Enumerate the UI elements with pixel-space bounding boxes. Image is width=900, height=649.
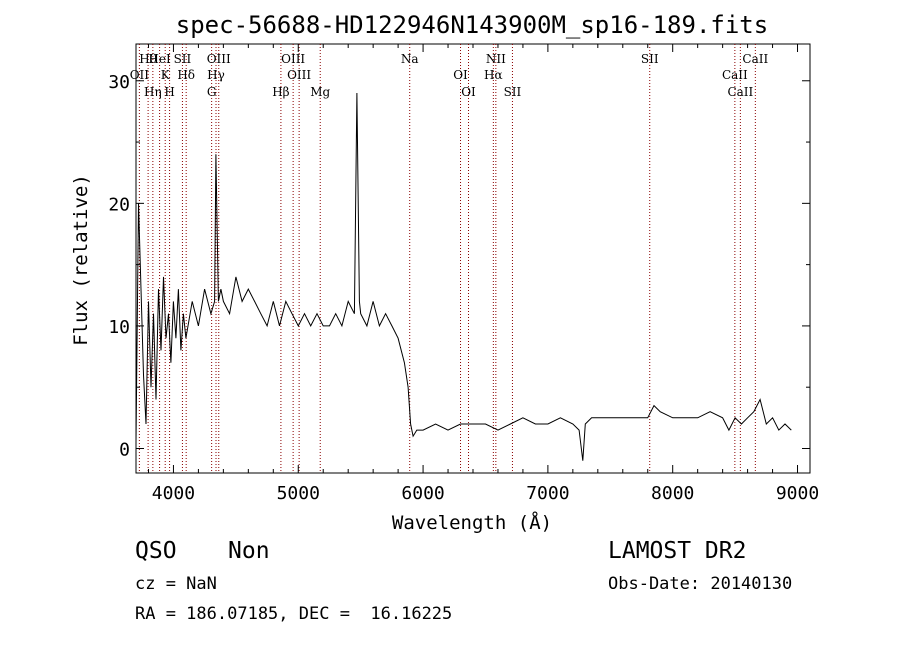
line-label-19: Hα: [484, 68, 503, 82]
line-label-18: NII: [486, 52, 506, 66]
chart-title: spec-56688-HD122946N143900M_sp16-189.fit…: [176, 11, 768, 39]
line-label-2: Hη: [144, 85, 162, 99]
x-tick-label-8000: 8000: [651, 483, 694, 504]
line-label-0: Hθ: [139, 52, 157, 66]
line-label-21: SII: [641, 52, 659, 66]
y-tick-label-20: 20: [108, 194, 130, 215]
line-label-12: OIII: [281, 52, 305, 66]
object-class: QSO: [135, 538, 177, 564]
plot-frame: [135, 43, 811, 474]
y-tick-label-0: 0: [119, 439, 130, 460]
line-label-5: H: [164, 85, 174, 99]
line-label-6: SII: [174, 52, 192, 66]
line-label-7: Hδ: [177, 68, 195, 82]
line-label-11: Hβ: [272, 85, 289, 99]
redshift-cz: cz = NaN: [135, 574, 217, 594]
x-axis-label: Wavelength (Å): [392, 511, 552, 534]
line-label-13: OIII: [287, 68, 311, 82]
line-label-8: G: [207, 85, 217, 99]
x-tick-label-9000: 9000: [776, 483, 819, 504]
y-axis-label: Flux (relative): [70, 174, 92, 346]
line-label-24: CaII: [742, 52, 768, 66]
x-tick-label-4000: 4000: [152, 483, 195, 504]
line-label-10: Hγ: [207, 68, 225, 82]
observation-date: Obs-Date: 20140130: [608, 574, 793, 594]
line-label-15: Na: [401, 52, 419, 66]
line-label-9: OIII: [207, 52, 231, 66]
line-label-16: OI: [453, 68, 468, 82]
line-label-23: CaII: [727, 85, 753, 99]
line-label-20: SII: [504, 85, 522, 99]
x-tick-label-7000: 7000: [526, 483, 569, 504]
line-label-14: Mg: [310, 85, 330, 99]
x-tick-label-5000: 5000: [277, 483, 320, 504]
line-label-4: K: [161, 68, 171, 82]
y-tick-label-30: 30: [108, 72, 130, 93]
line-label-22: CaII: [722, 68, 748, 82]
spectral-line-labels: Hθ OII Hη HeI KH SII Hδ G OIII Hγ Hβ OIII OIII Mg Na OI…: [130, 52, 769, 99]
spectral-line-markers: [138, 44, 756, 473]
x-tick-label-6000: 6000: [401, 483, 444, 504]
line-label-3: HeI: [148, 52, 171, 66]
axis-ticks: 4000 5000 6000 7000 8000 9000 0 10 20 30: [108, 44, 819, 504]
survey-name: LAMOST DR2: [608, 538, 747, 564]
spectrum-line: [135, 92, 792, 461]
line-label-17: OI: [461, 85, 476, 99]
line-label-1: OII: [130, 68, 150, 82]
ra-dec-coordinates: RA = 186.07185, DEC = 16.16225: [135, 604, 453, 624]
y-tick-label-10: 10: [108, 317, 130, 338]
object-subclass: Non: [228, 538, 270, 564]
